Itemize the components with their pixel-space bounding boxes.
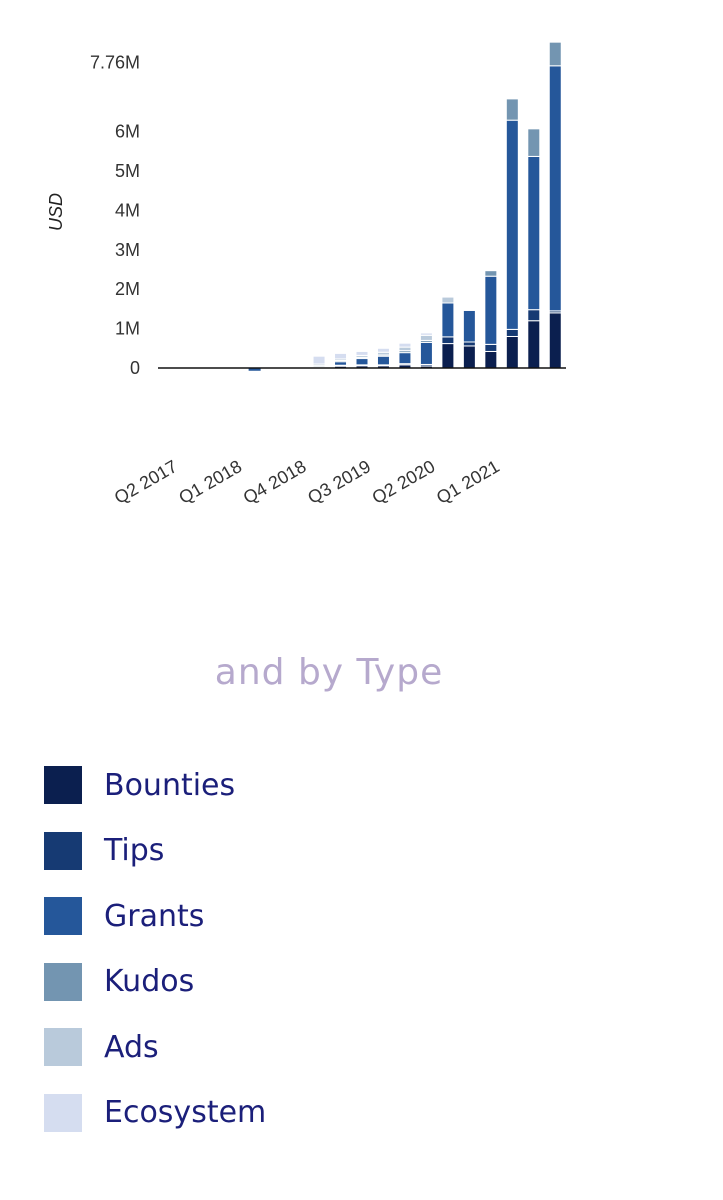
bar-segment-ecosystem [312, 355, 326, 365]
bar-segment-grants [376, 355, 390, 366]
bar-segment-kudos [527, 128, 541, 157]
y-tick-label: 0 [130, 358, 140, 378]
bar-segment-ads [419, 334, 433, 341]
bar-segment-grants [419, 341, 433, 365]
legend-item-bounties: Bounties [44, 766, 266, 804]
x-tick-label: Q2 2017 [111, 456, 181, 508]
bar-segment-grants [527, 155, 541, 311]
bar-segment-bounties [505, 335, 519, 369]
bar-segment-bounties [527, 320, 541, 369]
legend-item-ecosystem: Ecosystem [44, 1093, 267, 1132]
y-tick-label: 2M [115, 279, 140, 299]
bar-segment-grants [441, 302, 455, 338]
bar-segment-grants [398, 352, 412, 365]
bar-segment-ecosystem [291, 364, 305, 367]
bar-segment-ads [398, 346, 412, 352]
legend-label: Ecosystem [104, 1095, 267, 1130]
x-tick-label: Q1 2021 [433, 456, 503, 508]
bar-segment-grants [462, 309, 476, 343]
legend-swatch [44, 897, 82, 935]
bar-segment-tips [462, 341, 476, 347]
legend-label: Ads [104, 1029, 159, 1065]
x-tick-label: Q2 2020 [369, 456, 439, 508]
legend-item-grants: Grants [44, 897, 266, 935]
x-tick-label: Q1 2018 [175, 456, 245, 508]
bar-segment-kudos [484, 270, 498, 277]
bar-segment-bounties [441, 343, 455, 369]
y-tick-label: 4M [115, 200, 140, 220]
chart-legend: Bounties Tips Grants Kudos Ads Ecosystem [44, 766, 266, 1159]
y-axis-title: USD [46, 193, 66, 231]
bar-segment-tips [527, 309, 541, 322]
x-tick-label: Q3 2019 [304, 456, 374, 508]
legend-label: Bounties [104, 767, 236, 803]
bar-segment-kudos [505, 98, 519, 121]
bar-segment-bounties [548, 312, 562, 369]
bar-segment-grants [548, 65, 562, 312]
legend-item-tips: Tips [44, 831, 266, 870]
bar-segment-negative [248, 368, 261, 371]
bar-segment-ecosystem [334, 352, 348, 360]
bar-segment-ecosystem [398, 342, 412, 348]
stacked-bar-chart: USD 0 1M 2M 3M 4M 5M 6M 7.76M Q2 2017 Q1 2018 Q4 20… [0, 0, 723, 560]
bar-segment-tips [484, 343, 498, 352]
legend-label: Kudos [104, 964, 195, 999]
bar-segment-ecosystem [355, 350, 369, 356]
bar-segment-bounties [484, 350, 498, 369]
legend-item-kudos: Kudos [44, 962, 266, 1001]
y-tick-label: 5M [115, 161, 140, 181]
bar-segment-ads [441, 296, 455, 304]
bar-segment-tips [441, 336, 455, 345]
legend-swatch [44, 1028, 82, 1066]
legend-swatch [44, 831, 82, 870]
y-tick-label: 1M [115, 319, 140, 339]
bar-segment-kudos [548, 41, 562, 67]
bar-segment-grants [355, 358, 369, 366]
y-tick-label: 3M [115, 240, 140, 260]
y-tick-label: 7.76M [90, 52, 140, 72]
bar-segment-grants [484, 275, 498, 345]
bar-segment-bounties [462, 345, 476, 369]
y-tick-label: 6M [115, 122, 140, 142]
bar-segment-ecosystem [419, 332, 433, 336]
bar-segment-grants [334, 361, 348, 366]
legend-swatch [44, 766, 82, 804]
legend-label: Grants [104, 898, 205, 934]
bar-segment-tips [505, 328, 519, 337]
section-heading: and by Type [214, 652, 444, 693]
legend-swatch [44, 962, 82, 1001]
bar-segment-ecosystem [376, 347, 390, 353]
legend-label: Tips [104, 833, 165, 868]
legend-swatch [44, 1093, 82, 1132]
legend-item-ads: Ads [44, 1028, 266, 1066]
x-tick-label: Q4 2018 [240, 456, 310, 508]
bar-segment-grants [505, 119, 519, 330]
